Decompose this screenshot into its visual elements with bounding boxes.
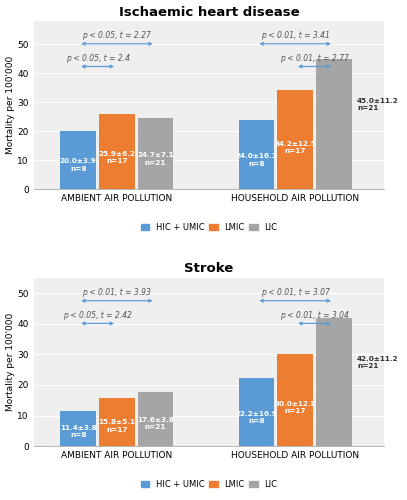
- Text: 17.6±3.8
n=21: 17.6±3.8 n=21: [137, 417, 174, 430]
- Bar: [61, 412, 96, 446]
- Bar: [316, 59, 352, 189]
- Text: p < 0.05, t = 2.42: p < 0.05, t = 2.42: [63, 311, 132, 320]
- Text: 22.2±16.9
n=8: 22.2±16.9 n=8: [236, 411, 278, 424]
- Text: 30.0±12.8
n=17: 30.0±12.8 n=17: [274, 401, 316, 414]
- Bar: [316, 318, 352, 446]
- Text: 45.0±11.2
n=21: 45.0±11.2 n=21: [357, 98, 399, 111]
- Text: p < 0.01, t = 3.04: p < 0.01, t = 3.04: [280, 311, 349, 320]
- Bar: [99, 398, 135, 446]
- Text: 15.8±5.1
n=17: 15.8±5.1 n=17: [98, 419, 136, 432]
- Bar: [239, 120, 274, 189]
- Text: 11.4±3.8
n=8: 11.4±3.8 n=8: [60, 424, 96, 438]
- Text: 24.0±16.3
n=8: 24.0±16.3 n=8: [236, 153, 278, 166]
- Text: p < 0.05, t = 2.4: p < 0.05, t = 2.4: [66, 54, 129, 63]
- Title: Stroke: Stroke: [184, 262, 234, 276]
- Text: 20.0±3.9
n=8: 20.0±3.9 n=8: [60, 158, 96, 172]
- Text: p < 0.01, t = 3.93: p < 0.01, t = 3.93: [83, 288, 151, 298]
- Bar: [99, 114, 135, 189]
- Text: 34.2±12.5
n=17: 34.2±12.5 n=17: [274, 141, 316, 154]
- Text: p < 0.01, t = 3.41: p < 0.01, t = 3.41: [261, 32, 330, 40]
- Text: 24.7±7.1
n=21: 24.7±7.1 n=21: [137, 152, 174, 166]
- Bar: [138, 392, 173, 446]
- Bar: [239, 378, 274, 446]
- Bar: [61, 131, 96, 189]
- Y-axis label: Mortality per 100'000: Mortality per 100'000: [6, 313, 15, 411]
- Legend: HIC + UMIC, LMIC, LIC: HIC + UMIC, LMIC, LIC: [137, 476, 281, 492]
- Legend: HIC + UMIC, LMIC, LIC: HIC + UMIC, LMIC, LIC: [137, 220, 281, 236]
- Text: p < 0.01, t = 3.07: p < 0.01, t = 3.07: [261, 288, 330, 298]
- Bar: [138, 118, 173, 189]
- Bar: [278, 90, 313, 189]
- Title: Ischaemic heart disease: Ischaemic heart disease: [119, 6, 299, 18]
- Text: 42.0±11.2
n=21: 42.0±11.2 n=21: [357, 356, 398, 370]
- Text: 25.9±6.2
n=17: 25.9±6.2 n=17: [98, 151, 136, 164]
- Bar: [278, 354, 313, 446]
- Y-axis label: Mortality per 100'000: Mortality per 100'000: [6, 56, 15, 154]
- Text: p < 0.01, t = 2.77: p < 0.01, t = 2.77: [280, 54, 349, 63]
- Text: p < 0.05, t = 2.27: p < 0.05, t = 2.27: [83, 32, 151, 40]
